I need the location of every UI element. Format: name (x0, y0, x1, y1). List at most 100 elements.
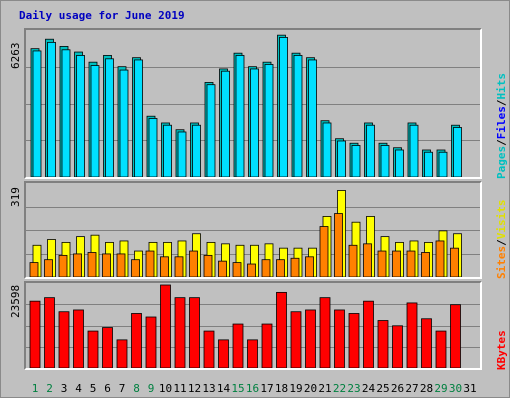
sites-bar (363, 243, 372, 277)
sites-bar (290, 257, 300, 277)
sites-bar (218, 260, 227, 277)
visits-sites-plot (26, 190, 480, 277)
files-bar (148, 118, 158, 177)
sites-bar (392, 250, 401, 277)
files-bar (351, 145, 361, 177)
x-tick-label: 30 (448, 382, 463, 395)
legend-pages: Pages (495, 145, 508, 179)
kbytes-bar (334, 309, 345, 368)
x-tick-label: 31 (463, 382, 477, 395)
x-tick-label: 18 (274, 382, 289, 395)
sites-bar (29, 262, 39, 277)
kbytes-bar (131, 313, 142, 368)
x-tick-label: 15 (231, 382, 245, 395)
top-max-label: 6263 (9, 42, 22, 70)
sites-bar (305, 256, 314, 277)
files-bar (32, 50, 42, 177)
x-tick-label: 25 (376, 382, 390, 395)
x-tick-label: 29 (434, 382, 448, 395)
x-tick-label: 24 (361, 382, 376, 395)
sites-bar (276, 259, 285, 277)
files-bar (337, 140, 346, 177)
kbytes-bar (174, 297, 186, 368)
kbytes-bar (406, 302, 418, 368)
x-tick-label: 17 (260, 382, 274, 395)
sites-bar (189, 250, 198, 277)
visits-sites-panel (24, 181, 482, 279)
files-bar (395, 149, 404, 177)
files-bar (424, 151, 433, 177)
files-bar (366, 124, 375, 177)
files-bar (235, 55, 245, 177)
files-bar (47, 41, 56, 177)
x-tick-label: 11 (173, 382, 187, 395)
x-tick-label: 16 (245, 382, 260, 395)
x-tick-label: 8 (133, 382, 140, 395)
kbytes-bar (261, 323, 273, 368)
files-bar (119, 69, 129, 177)
x-tick-label: 1 (31, 382, 39, 395)
sites-bar (261, 259, 271, 277)
middle-legend: Sites/Visits (495, 199, 508, 280)
kbytes-bar (305, 309, 316, 368)
top-legend: Pages/Files/Hits (495, 73, 508, 179)
visits-bar (235, 244, 245, 277)
x-tick-label: 20 (303, 382, 318, 395)
legend-hits: Hits (495, 73, 508, 100)
visits-bar (32, 244, 42, 277)
files-bar (206, 84, 216, 177)
kbytes-bar (290, 311, 302, 368)
files-bar (90, 65, 100, 177)
sites-bar (348, 244, 358, 277)
kbytes-bar (450, 304, 461, 368)
kbytes-bar (348, 313, 360, 368)
bottom-max-label: 23598 (9, 284, 22, 318)
kbytes-bar (276, 291, 287, 368)
files-bar (453, 127, 462, 177)
x-tick-label: 4 (75, 382, 82, 395)
kbytes-bar (203, 330, 215, 368)
files-bar (177, 131, 187, 177)
sites-bar (450, 247, 459, 277)
files-bar (61, 49, 71, 177)
chart-title: Daily usage for June 2019 (19, 9, 185, 22)
sites-bar (334, 213, 343, 277)
x-tick-label: 27 (405, 382, 419, 395)
files-bar (105, 58, 114, 177)
x-tick-label: 22 (332, 382, 347, 395)
x-tick-label: 23 (347, 382, 361, 395)
sites-bar (232, 262, 242, 277)
files-bar (76, 55, 85, 177)
files-bar (308, 59, 317, 177)
kbytes-bar (44, 297, 55, 368)
kbytes-bar (58, 311, 70, 368)
visits-bar (221, 243, 230, 277)
legend-sites: Sites (495, 245, 508, 279)
hits-files-pages-panel (24, 28, 482, 179)
sites-bar (247, 263, 256, 277)
x-tick-label: 9 (147, 382, 155, 395)
kbytes-bar (29, 300, 41, 368)
files-bar (322, 122, 332, 177)
kbytes-bar (247, 339, 258, 368)
legend-kbytes: KBytes (495, 330, 508, 370)
x-tick-label: 13 (202, 382, 216, 395)
x-tick-label: 21 (318, 382, 332, 395)
kbytes-bar (189, 297, 200, 368)
files-bar (293, 55, 303, 177)
files-bar (163, 124, 172, 177)
kbytes-bar (421, 318, 432, 368)
bottom-legend: KBytes (495, 281, 508, 370)
x-tick-label: 26 (390, 382, 405, 395)
visits-bar (250, 244, 259, 277)
sites-bar (203, 254, 213, 277)
x-axis: 1 2 3 4 5 6 7 8 9 10 11 12 13 14 15 16 17 18 19 20 21 22 23 24 2… (24, 380, 482, 396)
kbytes-bar (435, 330, 447, 368)
visits-bar (47, 239, 56, 277)
kbytes-bar (377, 320, 389, 368)
x-tick-label: 19 (289, 382, 303, 395)
files-bar (438, 151, 448, 177)
sites-bar (174, 256, 184, 277)
sites-bar (435, 240, 445, 277)
